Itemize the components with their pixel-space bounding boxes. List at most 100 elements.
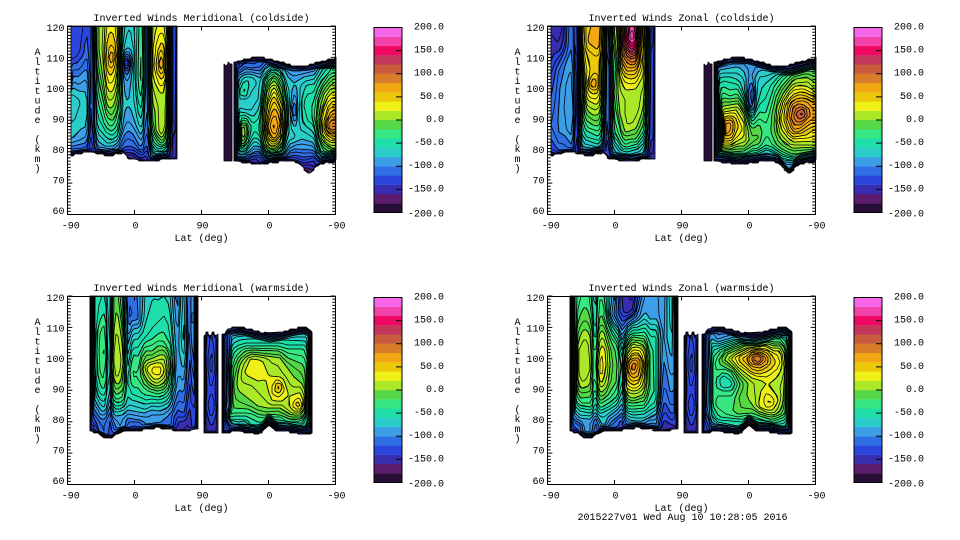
svg-text:Lat (deg): Lat (deg) xyxy=(654,233,708,245)
svg-text:60: 60 xyxy=(532,207,544,218)
svg-text:100: 100 xyxy=(46,85,64,96)
svg-text:0.0: 0.0 xyxy=(906,385,924,396)
svg-text:110: 110 xyxy=(526,55,544,66)
svg-text:): ) xyxy=(34,433,40,445)
svg-text:m: m xyxy=(514,155,520,166)
svg-text:Lat (deg): Lat (deg) xyxy=(174,233,228,245)
svg-text:t: t xyxy=(34,67,40,78)
svg-text:e: e xyxy=(514,116,520,127)
svg-text:Inverted Winds Zonal (coldside: Inverted Winds Zonal (coldside) xyxy=(588,13,774,25)
svg-text:-100.0: -100.0 xyxy=(408,431,444,442)
svg-text:l: l xyxy=(514,327,520,339)
svg-text:0.0: 0.0 xyxy=(426,385,444,396)
svg-text:e: e xyxy=(34,386,40,397)
svg-text:100.0: 100.0 xyxy=(894,339,924,350)
svg-text:l: l xyxy=(514,57,520,69)
svg-text:(: ( xyxy=(514,134,520,146)
svg-text:e: e xyxy=(34,116,40,127)
svg-text:2015227v01 Wed Aug 10 10:28:05: 2015227v01 Wed Aug 10 10:28:05 2016 xyxy=(577,512,787,524)
svg-text:u: u xyxy=(514,97,520,108)
svg-text:Inverted Winds Meridional (col: Inverted Winds Meridional (coldside) xyxy=(93,13,309,25)
svg-text:-90: -90 xyxy=(542,492,560,503)
svg-text:90: 90 xyxy=(52,115,64,126)
svg-text:l: l xyxy=(34,327,40,339)
svg-text:-150.0: -150.0 xyxy=(888,454,924,465)
svg-text:e: e xyxy=(514,386,520,397)
svg-text:120: 120 xyxy=(46,294,64,305)
svg-text:(: ( xyxy=(34,134,40,146)
svg-text:-200.0: -200.0 xyxy=(408,209,444,220)
svg-text:0: 0 xyxy=(612,222,618,233)
svg-text:m: m xyxy=(34,425,40,436)
svg-text:0: 0 xyxy=(746,492,752,503)
svg-text:150.0: 150.0 xyxy=(414,316,444,327)
svg-text:110: 110 xyxy=(46,325,64,336)
svg-text:200.0: 200.0 xyxy=(414,292,444,303)
svg-text:50.0: 50.0 xyxy=(420,92,444,103)
svg-text:200.0: 200.0 xyxy=(894,292,924,303)
svg-text:-200.0: -200.0 xyxy=(888,479,924,490)
svg-text:90: 90 xyxy=(52,385,64,396)
svg-text:200.0: 200.0 xyxy=(414,22,444,33)
svg-text:90: 90 xyxy=(196,492,208,503)
svg-text:-90: -90 xyxy=(807,492,825,503)
svg-text:-150.0: -150.0 xyxy=(888,184,924,195)
svg-text:Inverted Winds Zonal (warmside: Inverted Winds Zonal (warmside) xyxy=(588,283,774,295)
svg-text:90: 90 xyxy=(676,222,688,233)
svg-text:u: u xyxy=(34,97,40,108)
svg-text:-150.0: -150.0 xyxy=(408,454,444,465)
svg-text:k: k xyxy=(34,414,40,426)
svg-text:d: d xyxy=(514,105,520,117)
svg-text:(: ( xyxy=(34,404,40,416)
svg-text:-50.0: -50.0 xyxy=(414,138,444,149)
svg-text:k: k xyxy=(514,144,520,156)
svg-text:80: 80 xyxy=(52,146,64,157)
svg-text:k: k xyxy=(514,414,520,426)
svg-text:-90: -90 xyxy=(542,222,560,233)
svg-text:): ) xyxy=(34,163,40,175)
svg-text:60: 60 xyxy=(52,477,64,488)
svg-text:i: i xyxy=(514,346,520,358)
svg-text:60: 60 xyxy=(52,207,64,218)
svg-text:110: 110 xyxy=(526,325,544,336)
svg-text:Lat (deg): Lat (deg) xyxy=(654,503,708,515)
svg-text:-150.0: -150.0 xyxy=(408,184,444,195)
svg-text:t: t xyxy=(514,337,520,348)
svg-text:-90: -90 xyxy=(327,222,345,233)
svg-text:50.0: 50.0 xyxy=(420,362,444,373)
svg-text:d: d xyxy=(34,375,40,387)
svg-text:-50.0: -50.0 xyxy=(894,138,924,149)
svg-text:0.0: 0.0 xyxy=(906,115,924,126)
svg-text:k: k xyxy=(34,144,40,156)
svg-text:100.0: 100.0 xyxy=(414,339,444,350)
svg-text:): ) xyxy=(514,433,520,445)
svg-text:60: 60 xyxy=(532,477,544,488)
svg-text:0: 0 xyxy=(266,492,272,503)
svg-text:-50.0: -50.0 xyxy=(894,408,924,419)
svg-text:-200.0: -200.0 xyxy=(408,479,444,490)
svg-text:0.0: 0.0 xyxy=(426,115,444,126)
svg-text:120: 120 xyxy=(526,294,544,305)
svg-text:80: 80 xyxy=(532,416,544,427)
svg-text:u: u xyxy=(34,367,40,378)
svg-text:80: 80 xyxy=(532,146,544,157)
svg-text:t: t xyxy=(514,67,520,78)
svg-text:90: 90 xyxy=(532,115,544,126)
svg-text:t: t xyxy=(34,87,40,98)
svg-text:u: u xyxy=(514,367,520,378)
svg-text:t: t xyxy=(34,357,40,368)
svg-text:Lat (deg): Lat (deg) xyxy=(174,503,228,515)
svg-text:A: A xyxy=(514,48,520,59)
svg-text:120: 120 xyxy=(526,24,544,35)
svg-text:50.0: 50.0 xyxy=(900,362,924,373)
svg-text:120: 120 xyxy=(46,24,64,35)
svg-text:100.0: 100.0 xyxy=(894,69,924,80)
svg-text:A: A xyxy=(34,318,40,329)
svg-text:0: 0 xyxy=(612,492,618,503)
svg-text:150.0: 150.0 xyxy=(894,316,924,327)
svg-text:50.0: 50.0 xyxy=(900,92,924,103)
svg-text:70: 70 xyxy=(52,446,64,457)
svg-text:-90: -90 xyxy=(327,492,345,503)
svg-text:-50.0: -50.0 xyxy=(414,408,444,419)
svg-text:100: 100 xyxy=(526,355,544,366)
